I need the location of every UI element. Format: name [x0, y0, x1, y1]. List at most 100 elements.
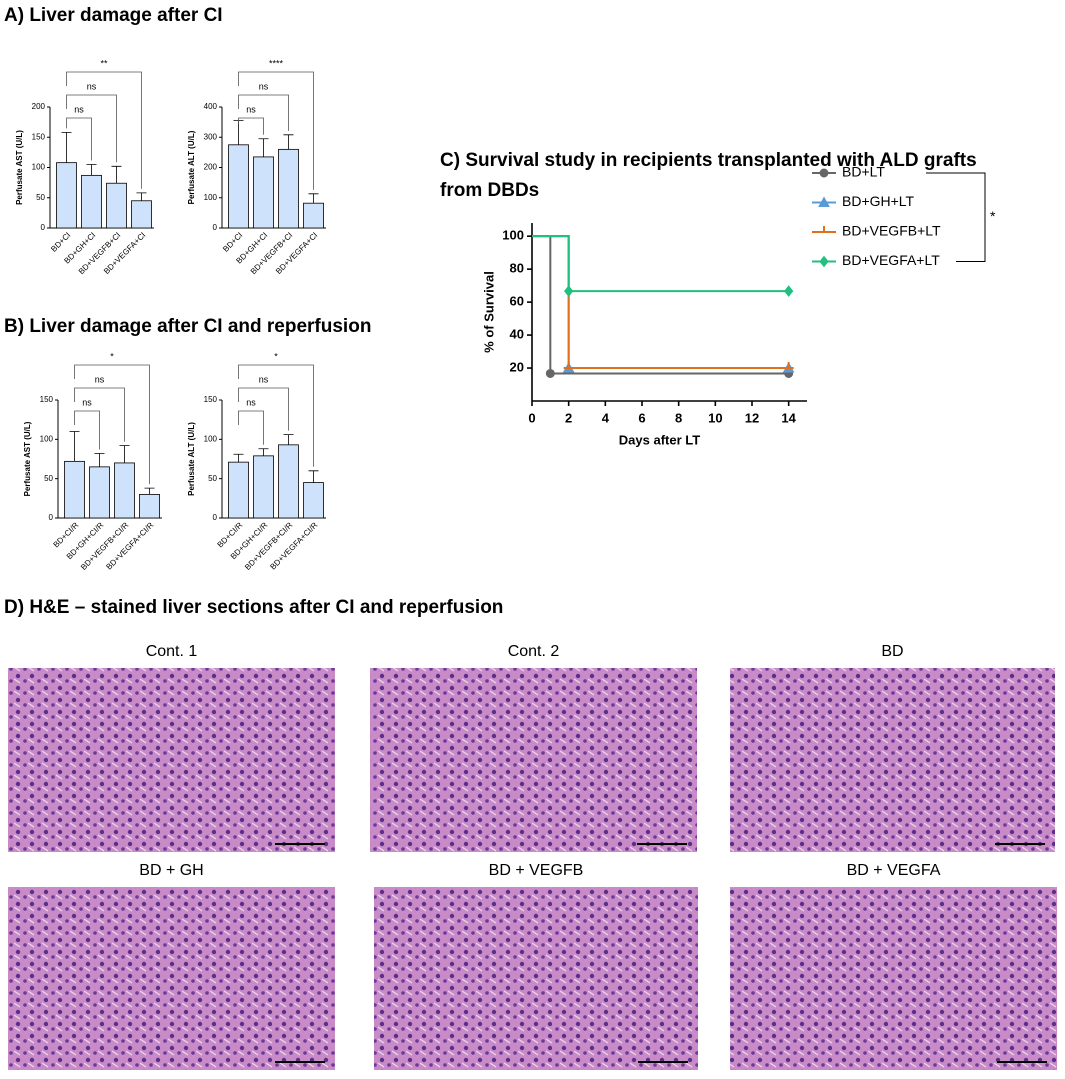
error-bar — [94, 453, 105, 467]
bar — [64, 460, 85, 519]
x-tick-label: 14 — [781, 410, 796, 425]
bar — [114, 462, 135, 519]
comparison-bracket — [66, 71, 142, 189]
heading: B) Liver damage after CI and reperfusion — [4, 316, 371, 337]
image-caption: Cont. 1 — [146, 643, 198, 660]
y-axis-label: % of Survival — [481, 271, 496, 353]
survival-line — [532, 235, 789, 293]
histology-image — [370, 668, 697, 852]
image-caption: BD + VEGFB — [489, 862, 584, 879]
y-tick-label: 40 — [510, 327, 524, 342]
error-bar — [144, 487, 155, 495]
significance-label: ns — [246, 397, 256, 407]
error-bar — [61, 132, 72, 163]
bar — [303, 482, 324, 519]
y-axis-label: Perfusate ALT (U/L) — [187, 422, 196, 496]
marker — [545, 368, 555, 378]
y-tick-label: 150 — [40, 395, 54, 404]
significance-label: * — [274, 351, 278, 361]
comparison-bracket — [238, 117, 264, 135]
legend-marker — [819, 226, 829, 233]
error-bar — [233, 120, 244, 145]
x-tick-label: BD+VEGFA+CI/R — [268, 520, 319, 571]
bar — [253, 455, 274, 519]
histology-image — [8, 887, 335, 1070]
marker — [564, 285, 574, 297]
y-tick-label: 200 — [32, 102, 46, 111]
bar — [139, 493, 160, 519]
significance-label: ns — [259, 81, 269, 91]
comparison-bracket — [74, 364, 150, 485]
histology-image — [374, 887, 698, 1070]
y-tick-label: 400 — [204, 102, 218, 111]
comparison-bracket — [238, 410, 264, 445]
y-tick-label: 150 — [32, 132, 46, 141]
bar — [303, 202, 324, 229]
legend-label: BD+VEGFA+LT — [842, 252, 940, 268]
significance-label: ns — [246, 104, 256, 114]
chart-title: C) Survival study in recipients transpla… — [440, 150, 977, 171]
histology-image — [730, 887, 1057, 1070]
image-caption: BD + GH — [139, 862, 203, 879]
bar — [56, 162, 77, 229]
image-caption: BD — [881, 643, 903, 660]
x-tick-label: 0 — [528, 410, 535, 425]
histology-image — [730, 668, 1055, 852]
comparison-bracket — [66, 117, 92, 161]
y-tick-label: 50 — [208, 474, 217, 483]
comparison-bracket — [238, 71, 314, 190]
legend-marker — [819, 168, 829, 178]
error-bar — [258, 138, 269, 157]
x-tick-label: 2 — [565, 410, 572, 425]
x-tick-label: 12 — [745, 410, 759, 425]
y-axis-label: Perfusate AST (U/L) — [23, 421, 32, 496]
marker — [563, 362, 574, 370]
y-tick-label: 100 — [502, 228, 524, 243]
bar — [131, 200, 152, 229]
comparison-bracket — [926, 172, 986, 262]
comparison-bracket — [238, 94, 289, 131]
error-bar — [111, 165, 122, 184]
y-tick-label: 100 — [204, 434, 218, 443]
error-bar — [69, 431, 80, 462]
bar — [106, 182, 127, 229]
y-tick-label: 50 — [44, 474, 53, 483]
y-tick-label: 0 — [213, 223, 218, 232]
y-tick-label: 60 — [510, 294, 524, 309]
legend-marker — [818, 196, 830, 207]
y-tick-label: 100 — [40, 434, 54, 443]
bar — [228, 461, 249, 519]
error-bar — [308, 470, 319, 483]
error-bar — [283, 434, 294, 445]
image-caption: Cont. 2 — [508, 643, 560, 660]
comparison-bracket — [66, 94, 117, 163]
error-bar — [233, 453, 244, 463]
x-tick-label: 10 — [708, 410, 722, 425]
error-bar — [136, 192, 147, 201]
marker — [784, 285, 794, 297]
significance-label: ns — [95, 374, 105, 384]
legend-label: BD+LT — [842, 164, 885, 180]
x-tick-label: 4 — [602, 410, 610, 425]
significance-label: ns — [87, 81, 97, 91]
marker — [783, 362, 794, 370]
error-bar — [119, 445, 130, 463]
survival-line — [532, 235, 789, 375]
y-tick-label: 300 — [204, 132, 218, 141]
significance-label: * — [990, 208, 996, 224]
y-tick-label: 0 — [49, 513, 54, 522]
y-tick-label: 80 — [510, 261, 524, 276]
significance-label: * — [110, 351, 114, 361]
y-tick-label: 150 — [204, 395, 218, 404]
bar — [81, 174, 102, 229]
significance-label: ** — [100, 58, 108, 68]
bar — [228, 144, 249, 229]
comparison-bracket — [74, 387, 125, 442]
y-tick-label: 0 — [213, 513, 218, 522]
x-tick-label: BD+CI — [49, 231, 72, 254]
y-tick-label: 0 — [41, 223, 46, 232]
survival-line — [532, 235, 789, 370]
heading: D) H&E – stained liver sections after CI… — [4, 597, 503, 618]
significance-label: ns — [74, 104, 84, 114]
